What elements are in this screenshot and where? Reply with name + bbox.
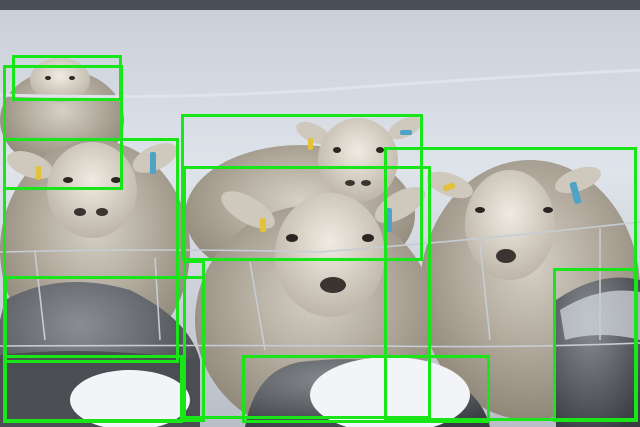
rock-left — [0, 282, 200, 427]
bounding-box-sheep — [3, 65, 123, 190]
dark-horizon — [0, 0, 640, 10]
bounding-box-rock — [242, 355, 490, 423]
bounding-box-rock — [183, 260, 205, 420]
barbed-wire — [0, 68, 640, 99]
bounding-box-rock — [3, 355, 183, 423]
bounding-box-sheep — [3, 138, 179, 363]
bounding-box-sheep — [181, 114, 423, 261]
bounding-box-rock — [553, 268, 638, 422]
